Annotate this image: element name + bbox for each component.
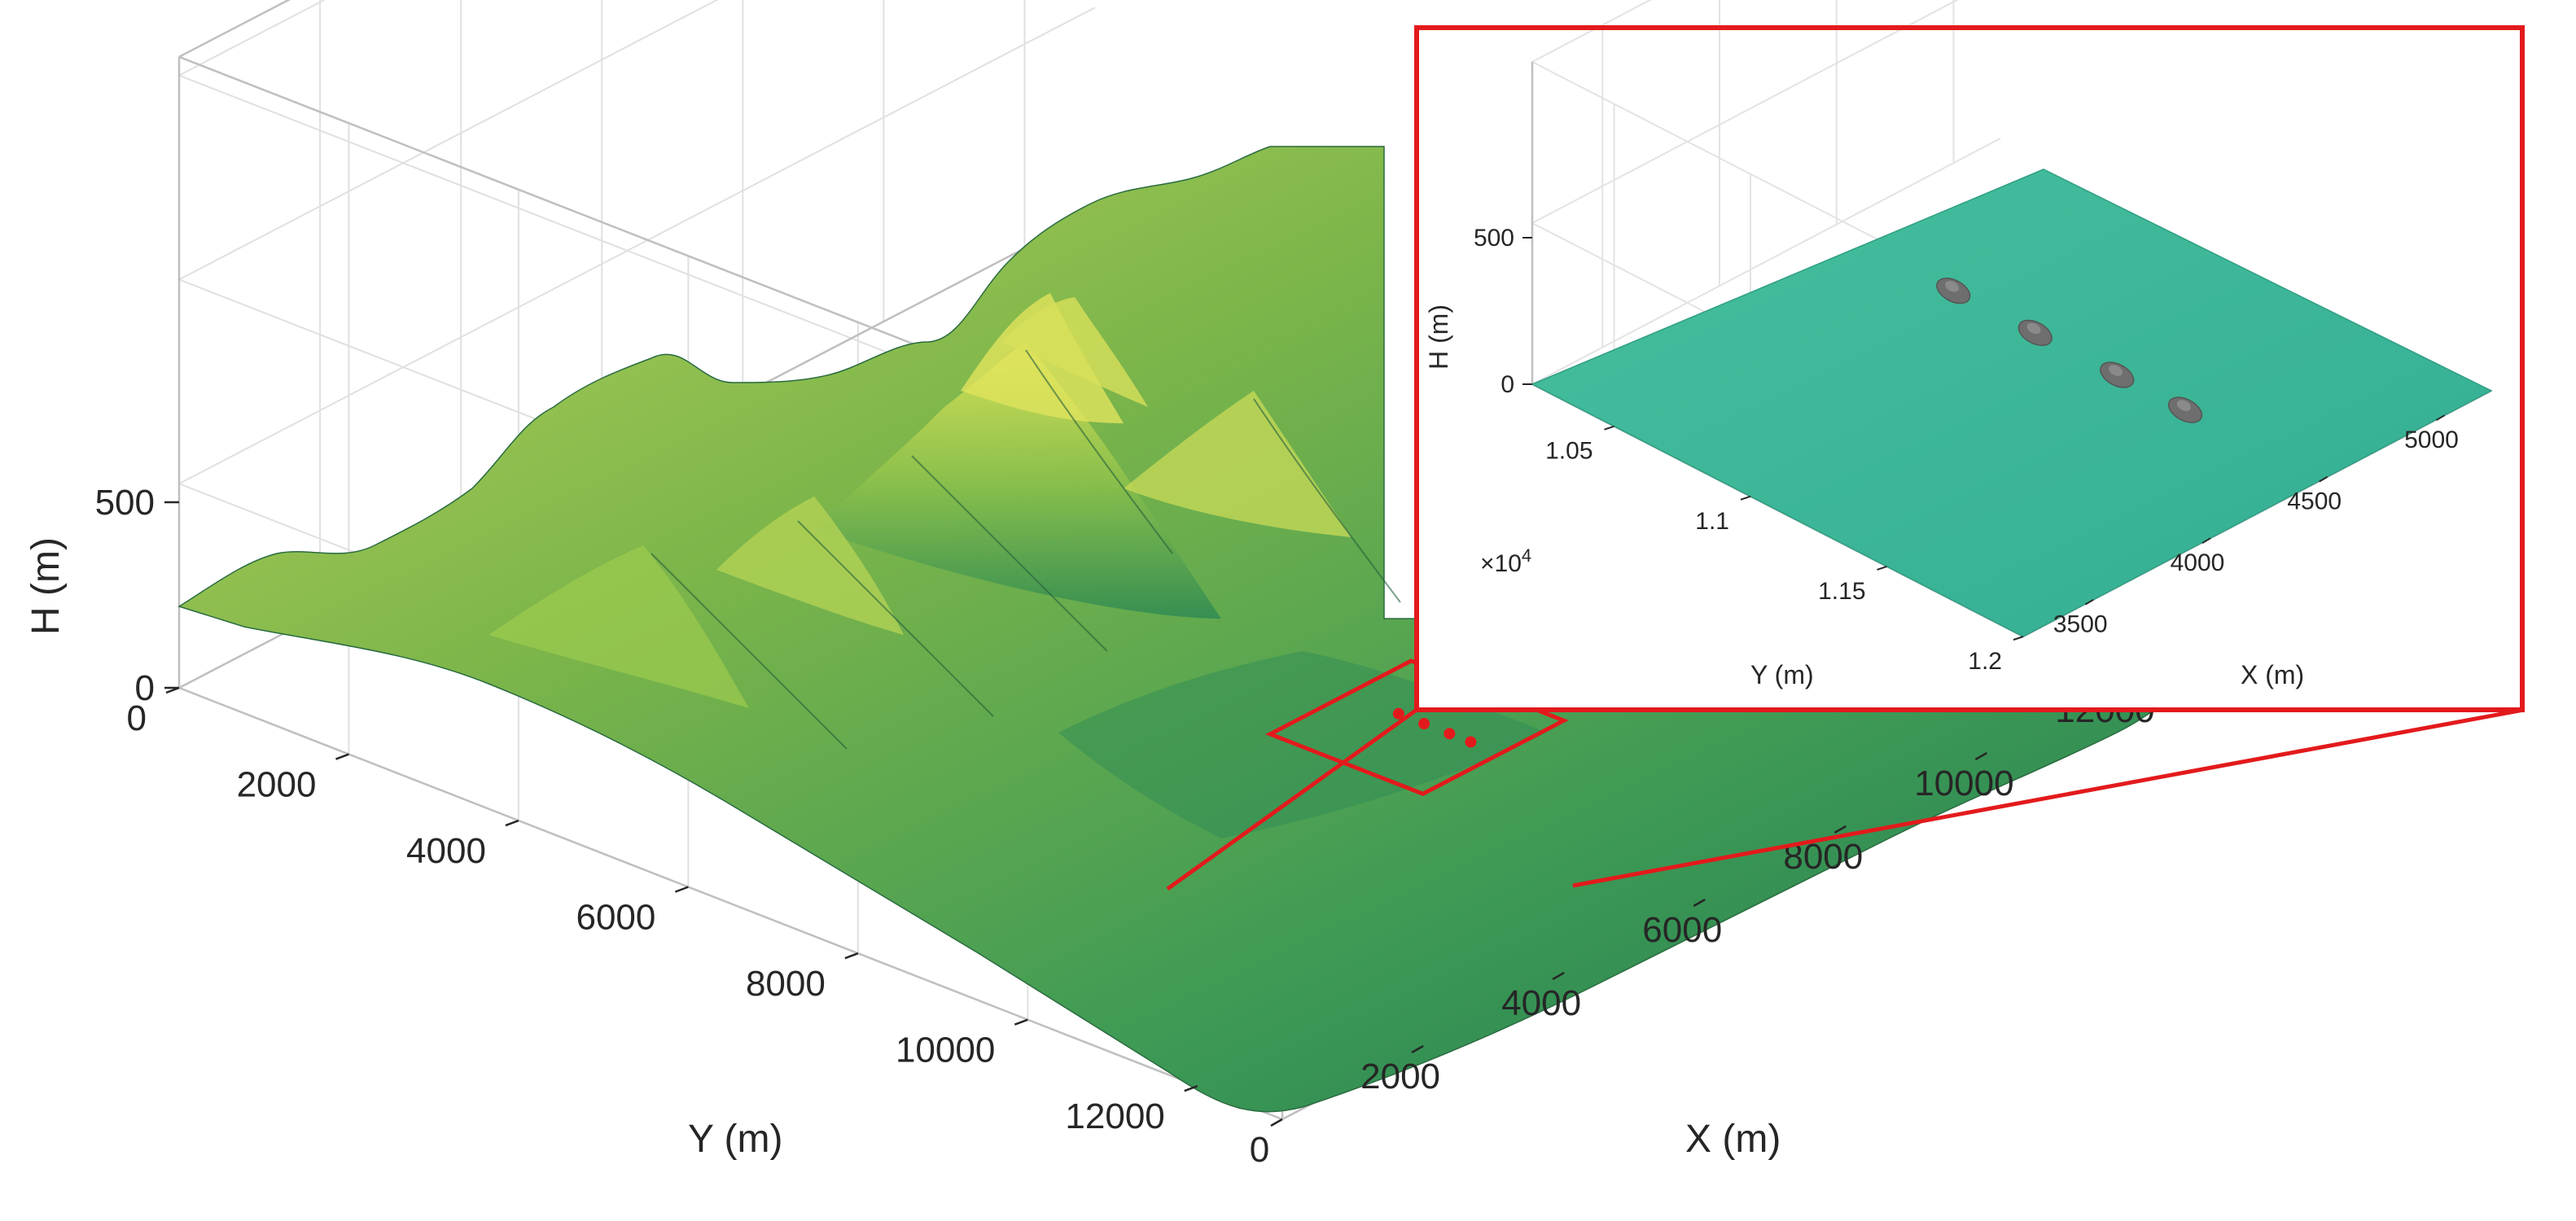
x-tick-mark (1552, 971, 1565, 981)
inset-y-tick-label: 1.15 (1818, 578, 1865, 605)
x-tick-label: 0 (1250, 1130, 1269, 1170)
inset-y-ticks: 1.05 1.1 1.15 1.2 (1545, 425, 2024, 675)
inset-y-exponent: ×104 (1480, 545, 1531, 577)
vehicle-marker (1936, 278, 1971, 304)
inset-x-tick-mark (2201, 537, 2211, 545)
x-tick-mark (1693, 898, 1706, 908)
inset-y-exponent-base: ×10 (1480, 550, 1522, 577)
y-tick-label: 8000 (746, 964, 826, 1004)
inset-y-tick-mark (1740, 495, 1751, 501)
red-markers (1392, 707, 1477, 748)
vehicle-marker (2167, 396, 2203, 423)
z-tick-label: 500 (95, 483, 155, 523)
inset-ylabel: Y (m) (1750, 660, 1814, 689)
inset-x-tick-label: 5000 (2404, 427, 2459, 453)
main-z-ticks: 0 500 (95, 483, 179, 708)
inset-vehicles (1936, 278, 2203, 423)
y-tick-mark (844, 952, 859, 960)
y-tick-mark (335, 753, 349, 760)
main-xlabel: X (m) (1685, 1118, 1781, 1161)
x-tick-label: 2000 (1360, 1057, 1440, 1096)
main-y-ticks: 0 2000 4000 6000 8000 10000 12000 (127, 686, 1198, 1136)
inset-y-tick-mark (1604, 425, 1614, 431)
vehicle-marker (2100, 361, 2135, 388)
z-tick-label: 0 (135, 668, 155, 708)
x-tick-mark (1270, 1118, 1283, 1127)
inset-x-tick-label: 3500 (2053, 611, 2108, 638)
red-marker (1465, 736, 1477, 748)
inset-y-exponent-power: 4 (1522, 545, 1531, 566)
inset-xlabel: X (m) (2241, 660, 2304, 689)
y-tick-label: 2000 (237, 765, 317, 805)
axis-edge-y (178, 686, 1283, 1121)
vehicle-top (2109, 365, 2123, 376)
inset-y-tick-mark (2013, 636, 2024, 641)
x-tick-mark (1411, 1044, 1424, 1054)
inset-x-tick-label: 4500 (2287, 488, 2342, 515)
x-tick-mark (1833, 825, 1847, 834)
vehicle-top (2176, 400, 2191, 411)
red-marker (1418, 718, 1430, 730)
inset-x-tick-mark (2435, 414, 2446, 422)
inset-plot: 3500 4000 4500 5000 1.05 1.1 1.15 1.2 0 500 X (… (1414, 0, 2525, 712)
vehicle-marker (2017, 319, 2052, 347)
highlight-region (1265, 659, 1569, 796)
y-tick-label: 6000 (576, 898, 655, 938)
axis-edge-top-x (178, 0, 291, 58)
y-tick-mark (1014, 1018, 1028, 1026)
red-marker (1444, 728, 1456, 740)
y-tick-label: 0 (127, 698, 147, 738)
connector-line-bottom (1572, 707, 2525, 888)
inset-x-tick-mark (2319, 475, 2328, 483)
main-ylabel: Y (m) (688, 1118, 782, 1161)
inset-surface (1531, 168, 2493, 637)
inset-z-ticks: 0 500 (1474, 225, 1532, 398)
inset-x-tick-mark (2084, 598, 2094, 606)
inset-y-tick-label: 1.05 (1545, 438, 1592, 465)
inset-z-tick-label: 0 (1500, 371, 1514, 398)
y-tick-mark (674, 886, 689, 893)
zoom-connector-lines (1166, 707, 2525, 891)
inset-y-tick-label: 1.2 (1968, 648, 2002, 675)
x-tick-label: 4000 (1501, 983, 1581, 1023)
y-tick-label: 4000 (406, 831, 486, 871)
connector-line-top (1166, 707, 1418, 891)
x-tick-label: 10000 (1914, 764, 2013, 803)
red-marker (1392, 707, 1404, 720)
inset-z-tick-label: 500 (1474, 225, 1514, 252)
inset-zlabel: H (m) (1424, 304, 1453, 370)
inset-y-tick-label: 1.1 (1695, 508, 1729, 535)
inset-x-tick-label: 4000 (2171, 549, 2225, 576)
highlight-diamond (1265, 659, 1569, 796)
vehicle-top (1945, 281, 1960, 292)
inset-border (1414, 25, 2525, 712)
x-tick-mark (1974, 751, 1988, 761)
inset-x-ticks: 3500 4000 4500 5000 (2053, 414, 2459, 638)
y-tick-label: 10000 (896, 1031, 995, 1070)
inset-y-tick-mark (1877, 565, 1887, 571)
main-zlabel: H (m) (24, 537, 68, 635)
y-tick-mark (1184, 1085, 1198, 1092)
y-tick-mark (505, 819, 519, 827)
y-tick-label: 12000 (1065, 1096, 1164, 1136)
x-tick-label: 6000 (1642, 910, 1722, 950)
vehicle-top (2026, 322, 2041, 335)
